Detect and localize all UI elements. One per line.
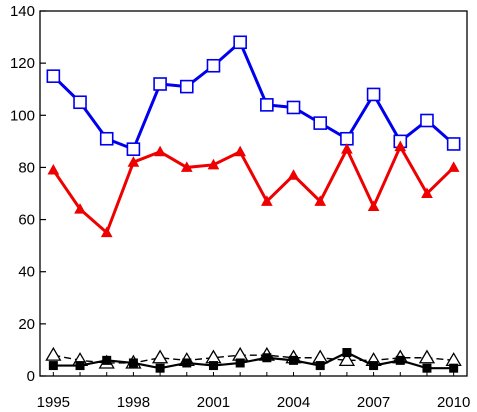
data-point (369, 361, 379, 371)
x-tick-label: 2004 (277, 394, 310, 411)
data-point (289, 355, 299, 365)
data-point (341, 143, 353, 154)
data-point (128, 358, 138, 368)
y-tick-label: 0 (27, 368, 35, 385)
y-tick-label: 140 (10, 3, 35, 20)
data-point (47, 164, 60, 175)
x-tick-label: 2010 (437, 394, 470, 411)
data-point (154, 145, 166, 157)
data-point (421, 187, 433, 198)
data-point (315, 361, 325, 371)
data-point (48, 361, 58, 371)
y-tick-label: 80 (18, 159, 35, 176)
data-point (338, 352, 356, 367)
series-line (52, 39, 455, 152)
data-point (102, 355, 112, 365)
data-point (73, 95, 87, 110)
data-point (312, 349, 329, 364)
data-point (74, 203, 86, 214)
data-point (206, 58, 221, 73)
data-point (418, 349, 436, 364)
data-point (394, 140, 407, 152)
data-point (46, 69, 61, 83)
plot-frame (39, 10, 468, 377)
x-tick-label: 1995 (37, 394, 70, 411)
data-point (155, 363, 165, 373)
data-point (447, 161, 460, 172)
data-point (260, 98, 274, 112)
data-point (75, 361, 85, 371)
y-axis-ticks: 0 20 40 60 80 100 120 140 (10, 3, 46, 385)
data-point (153, 77, 167, 91)
series-4 (48, 348, 459, 373)
data-point (449, 363, 459, 373)
data-point (313, 116, 328, 130)
series-2 (47, 140, 460, 238)
data-point (151, 349, 169, 364)
series-line (53, 354, 454, 364)
data-point (126, 142, 141, 156)
data-point (446, 137, 461, 151)
data-point (287, 169, 300, 180)
data-point (182, 358, 192, 368)
data-point (99, 131, 114, 146)
y-tick-label: 20 (18, 316, 35, 333)
data-point (207, 158, 220, 170)
series-1 (46, 35, 461, 156)
data-point (100, 226, 113, 238)
data-point (395, 355, 405, 365)
data-point (232, 346, 249, 361)
data-point (179, 79, 194, 94)
series-line (53, 351, 454, 370)
data-point (208, 361, 218, 371)
y-tick-label: 60 (18, 212, 35, 229)
data-point (420, 113, 434, 128)
y-tick-label: 120 (10, 55, 35, 72)
data-point (367, 200, 380, 212)
data-point (260, 195, 273, 206)
data-point (422, 363, 432, 373)
x-axis-ticks: 1995 1998 2001 2004 2007 2010 (37, 372, 470, 411)
data-point (286, 100, 301, 115)
data-point (366, 87, 381, 102)
data-point (45, 346, 62, 361)
x-tick-label: 2007 (357, 394, 390, 411)
data-point (180, 161, 193, 172)
data-point (262, 353, 272, 363)
data-point (234, 145, 247, 157)
series-layer (45, 35, 462, 373)
data-point (235, 358, 245, 368)
data-point (342, 348, 352, 358)
y-tick-label: 40 (18, 264, 35, 281)
data-point (314, 195, 327, 206)
data-point (127, 156, 140, 167)
y-tick-label: 100 (10, 107, 35, 124)
series-line (52, 143, 455, 236)
x-tick-label: 1998 (117, 394, 150, 411)
x-tick-label: 2001 (197, 394, 230, 411)
data-point (233, 35, 247, 50)
data-point (340, 131, 354, 146)
